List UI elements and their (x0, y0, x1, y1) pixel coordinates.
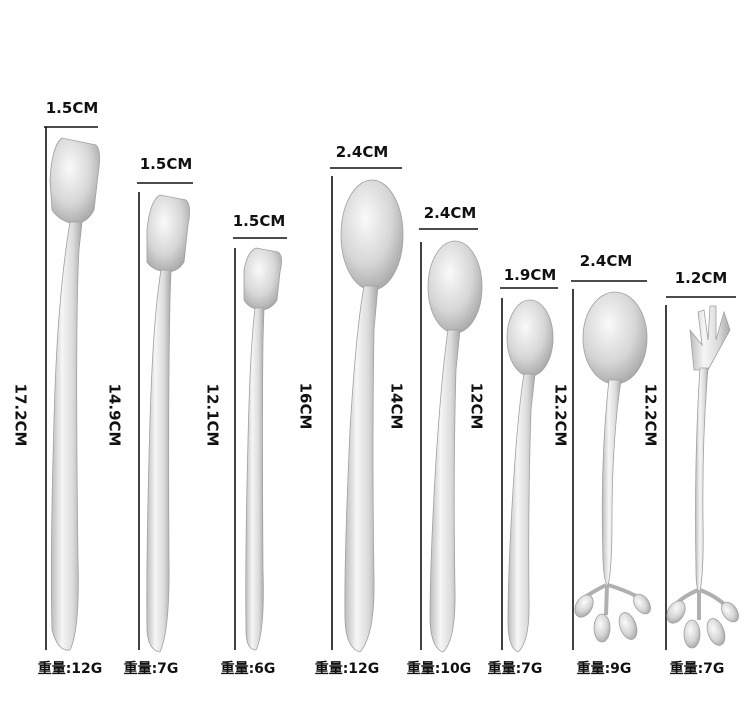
width-label: 2.4CM (335, 143, 389, 161)
height-label: 12.2CM (551, 383, 570, 447)
leaf-fork (666, 305, 739, 649)
weight-label: 重量:9G (576, 661, 632, 677)
square-spoon-large (49, 137, 100, 651)
round-spoon-medium (427, 240, 483, 653)
height-label: 12CM (467, 382, 486, 430)
width-label: 1.2CM (674, 269, 728, 287)
width-label: 1.5CM (139, 155, 193, 173)
leaf-spoon (574, 291, 651, 643)
width-label: 2.4CM (423, 204, 477, 222)
weight-label: 重量:12G (37, 661, 103, 677)
height-label: 12.2CM (641, 383, 660, 447)
round-spoon-small (506, 299, 554, 653)
height-label: 17.2CM (11, 383, 30, 447)
width-label: 2.4CM (579, 252, 633, 270)
width-label: 1.5CM (232, 212, 286, 230)
width-label: 1.5CM (45, 99, 99, 117)
height-label: 14CM (387, 382, 406, 430)
weight-label: 重量:10G (406, 661, 472, 677)
weight-label: 重量:7G (669, 661, 725, 677)
dimension-lines (44, 126, 736, 650)
round-spoon-large (340, 179, 404, 653)
height-label: 16CM (296, 382, 315, 430)
square-spoon-small (243, 247, 282, 651)
weight-label: 重量:7G (487, 661, 543, 677)
width-label: 1.9CM (503, 266, 557, 284)
weight-label: 重量:6G (220, 661, 276, 677)
square-spoon-medium (146, 194, 190, 653)
height-label: 14.9CM (105, 383, 124, 447)
height-label: 12.1CM (203, 383, 222, 447)
weight-label: 重量:12G (314, 661, 380, 677)
weight-label: 重量:7G (123, 661, 179, 677)
